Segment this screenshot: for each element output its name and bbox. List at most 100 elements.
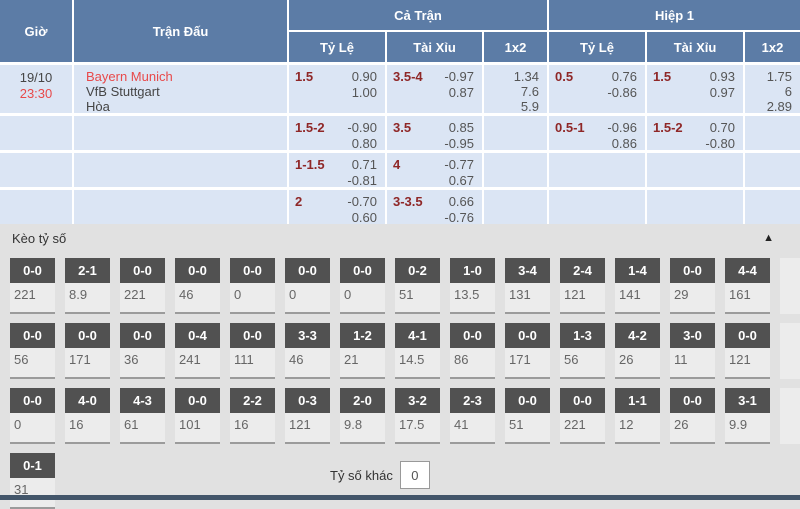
score-odds-card[interactable]: 4-0 16 bbox=[65, 388, 110, 444]
odds-value[interactable]: 0.67 bbox=[448, 173, 474, 187]
score-chip[interactable]: 3-4 bbox=[505, 258, 550, 283]
score-odds-card[interactable]: 0-0 0 bbox=[230, 258, 275, 314]
collapse-icon[interactable]: ▲ bbox=[763, 232, 774, 244]
odds-value[interactable]: 1.75 bbox=[766, 69, 792, 84]
score-odds-card[interactable]: 0-0 51 bbox=[505, 388, 550, 444]
odds-value[interactable]: -0.96 bbox=[607, 120, 637, 135]
odds-value[interactable]: 0.86 bbox=[611, 136, 637, 150]
score-chip[interactable]: 4-4 bbox=[725, 258, 770, 283]
score-odds-card[interactable]: 0-0 221 bbox=[10, 258, 55, 314]
score-odds-card[interactable]: 0-0 36 bbox=[120, 323, 165, 379]
odds-value[interactable]: -0.90 bbox=[347, 120, 377, 135]
score-chip[interactable]: 3-0 bbox=[670, 323, 715, 348]
score-odds-card[interactable]: 4-3 61 bbox=[120, 388, 165, 444]
score-chip[interactable]: 0-0 bbox=[725, 323, 770, 348]
odds-value[interactable]: 0.97 bbox=[709, 85, 735, 100]
odds-value[interactable]: -0.77 bbox=[444, 157, 474, 172]
score-odds-card[interactable]: 0-0 101 bbox=[175, 388, 220, 444]
score-chip[interactable]: 0-0 bbox=[505, 388, 550, 413]
score-chip[interactable]: 2-0 bbox=[340, 388, 385, 413]
score-chip[interactable]: 1-0 bbox=[450, 258, 495, 283]
score-chip[interactable]: 0-0 bbox=[230, 258, 275, 283]
score-odds-card[interactable]: 0-4 241 bbox=[175, 323, 220, 379]
odds-value[interactable]: 1.00 bbox=[351, 85, 377, 100]
score-chip[interactable]: 2-4 bbox=[560, 258, 605, 283]
odds-value[interactable]: -0.97 bbox=[444, 69, 474, 84]
score-odds-card[interactable]: 0-0 121 bbox=[725, 323, 770, 379]
score-odds-card[interactable]: 0-0 0 bbox=[10, 388, 55, 444]
score-odds-card[interactable]: 4-1 14.5 bbox=[395, 323, 440, 379]
score-odds-card[interactable]: 0-0 0 bbox=[285, 258, 330, 314]
score-chip[interactable]: 0-0 bbox=[560, 388, 605, 413]
score-chip[interactable]: 0-0 bbox=[65, 323, 110, 348]
score-odds-card[interactable]: 0-0 171 bbox=[65, 323, 110, 379]
score-odds-card[interactable]: 2-4 121 bbox=[560, 258, 605, 314]
score-odds-card[interactable]: 3-3 46 bbox=[285, 323, 330, 379]
score-odds-card[interactable]: 0-0 86 bbox=[450, 323, 495, 379]
odds-value[interactable]: 0.71 bbox=[351, 157, 377, 172]
score-odds-card[interactable]: 1-2 21 bbox=[340, 323, 385, 379]
score-chip[interactable]: 0-4 bbox=[175, 323, 220, 348]
score-chip[interactable]: 0-3 bbox=[285, 388, 330, 413]
score-odds-card[interactable]: 0-0 171 bbox=[505, 323, 550, 379]
score-chip[interactable]: 0-0 bbox=[120, 323, 165, 348]
score-chip[interactable]: 0-0 bbox=[10, 323, 55, 348]
score-odds-card[interactable]: 1-4 141 bbox=[615, 258, 660, 314]
score-chip[interactable]: 1-3 bbox=[560, 323, 605, 348]
score-chip[interactable]: 1-4 bbox=[615, 258, 660, 283]
score-chip[interactable]: 0-0 bbox=[175, 388, 220, 413]
score-odds-card[interactable]: 3-2 17.5 bbox=[395, 388, 440, 444]
odds-value[interactable]: 5.9 bbox=[520, 99, 539, 113]
odds-value[interactable]: 0.76 bbox=[611, 69, 637, 84]
odds-value[interactable]: 0.70 bbox=[709, 120, 735, 135]
odds-value[interactable]: 7.6 bbox=[520, 84, 539, 99]
score-chip[interactable]: 0-0 bbox=[505, 323, 550, 348]
score-odds-card[interactable]: 0-3 121 bbox=[285, 388, 330, 444]
score-chip[interactable]: 0-0 bbox=[450, 323, 495, 348]
odds-value[interactable]: -0.86 bbox=[607, 85, 637, 100]
score-odds-card[interactable]: 4-2 26 bbox=[615, 323, 660, 379]
score-chip[interactable]: 4-3 bbox=[120, 388, 165, 413]
score-chip[interactable]: 0-0 bbox=[670, 388, 715, 413]
score-odds-card[interactable]: 0-0 29 bbox=[670, 258, 715, 314]
score-odds-card[interactable]: 0-0 26 bbox=[670, 388, 715, 444]
score-odds-card[interactable]: 3-0 11 bbox=[670, 323, 715, 379]
score-chip[interactable]: 4-2 bbox=[615, 323, 660, 348]
score-chip[interactable]: 3-2 bbox=[395, 388, 440, 413]
score-chip[interactable]: 0-0 bbox=[175, 258, 220, 283]
odds-value[interactable]: 0.87 bbox=[448, 85, 474, 100]
score-odds-card[interactable]: 3-1 9.9 bbox=[725, 388, 770, 444]
odds-value[interactable]: 2.89 bbox=[766, 99, 792, 113]
score-chip[interactable]: 3-3 bbox=[285, 323, 330, 348]
other-score-input[interactable] bbox=[399, 461, 430, 489]
score-chip[interactable]: 4-0 bbox=[65, 388, 110, 413]
odds-value[interactable]: -0.70 bbox=[347, 194, 377, 209]
odds-value[interactable]: 6 bbox=[784, 84, 792, 99]
odds-value[interactable]: -0.80 bbox=[705, 136, 735, 150]
score-odds-card[interactable]: 1-0 13.5 bbox=[450, 258, 495, 314]
score-chip[interactable]: 2-2 bbox=[230, 388, 275, 413]
score-chip[interactable]: 0-0 bbox=[340, 258, 385, 283]
odds-value[interactable]: 0.90 bbox=[351, 69, 377, 84]
score-odds-card[interactable]: 0-1 31 bbox=[10, 453, 55, 509]
score-odds-card[interactable]: 2-2 16 bbox=[230, 388, 275, 444]
odds-value[interactable]: -0.81 bbox=[347, 173, 377, 187]
score-chip[interactable]: 1-1 bbox=[615, 388, 660, 413]
odds-value[interactable]: -0.76 bbox=[444, 210, 474, 224]
score-chip[interactable]: 1-2 bbox=[340, 323, 385, 348]
score-odds-card[interactable]: 0-0 46 bbox=[175, 258, 220, 314]
odds-value[interactable]: 0.93 bbox=[709, 69, 735, 84]
score-chip[interactable]: 0-0 bbox=[670, 258, 715, 283]
score-chip[interactable]: 0-1 bbox=[10, 453, 55, 478]
score-chip[interactable]: 2-1 bbox=[65, 258, 110, 283]
score-odds-card[interactable]: 2-0 9.8 bbox=[340, 388, 385, 444]
score-odds-card[interactable]: 0-0 221 bbox=[120, 258, 165, 314]
score-chip[interactable]: 0-0 bbox=[120, 258, 165, 283]
score-odds-card[interactable]: 1-3 56 bbox=[560, 323, 605, 379]
odds-value[interactable]: 0.80 bbox=[351, 136, 377, 150]
odds-value[interactable]: 0.85 bbox=[448, 120, 474, 135]
score-chip[interactable]: 0-0 bbox=[230, 323, 275, 348]
odds-value[interactable]: 0.66 bbox=[448, 194, 474, 209]
score-odds-card[interactable]: 0-0 0 bbox=[340, 258, 385, 314]
score-odds-card[interactable]: 3-4 131 bbox=[505, 258, 550, 314]
